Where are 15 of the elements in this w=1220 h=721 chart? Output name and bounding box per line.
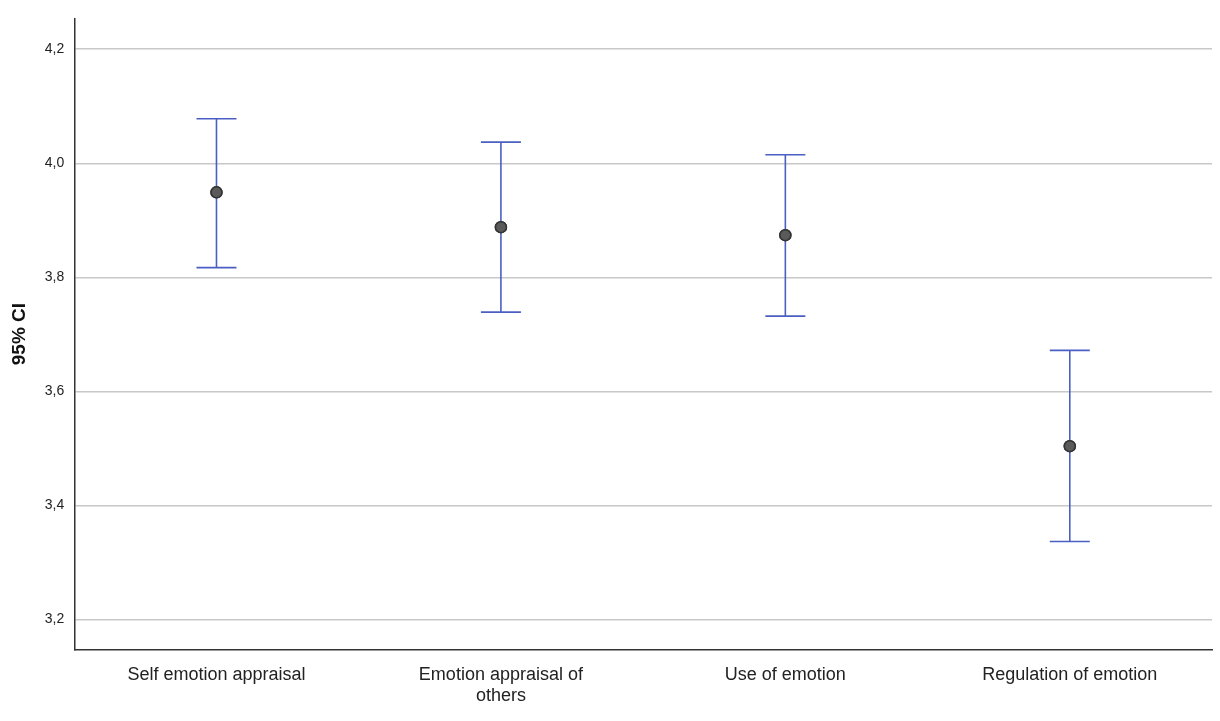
y-tick-label: 4,0 [44, 154, 65, 171]
y-tick-label: 4,2 [44, 40, 65, 57]
point [494, 220, 508, 234]
y-axis-title: 95% CI [7, 302, 29, 366]
y-tick-label: 3,8 [44, 268, 65, 285]
y-tick-label: 3,6 [44, 382, 65, 399]
point [210, 186, 223, 199]
point [1063, 439, 1077, 453]
x-tick-label: Use of emotion [724, 663, 846, 684]
y-tick-label: 3,2 [44, 610, 65, 627]
point [779, 228, 792, 242]
x-tick-label: Self emotion appraisal [127, 663, 306, 684]
x-tick-label: Emotion appraisal of others [418, 663, 584, 706]
x-tick-label: Regulation of emotion [982, 663, 1158, 684]
y-tick-label: 3,4 [44, 496, 65, 513]
